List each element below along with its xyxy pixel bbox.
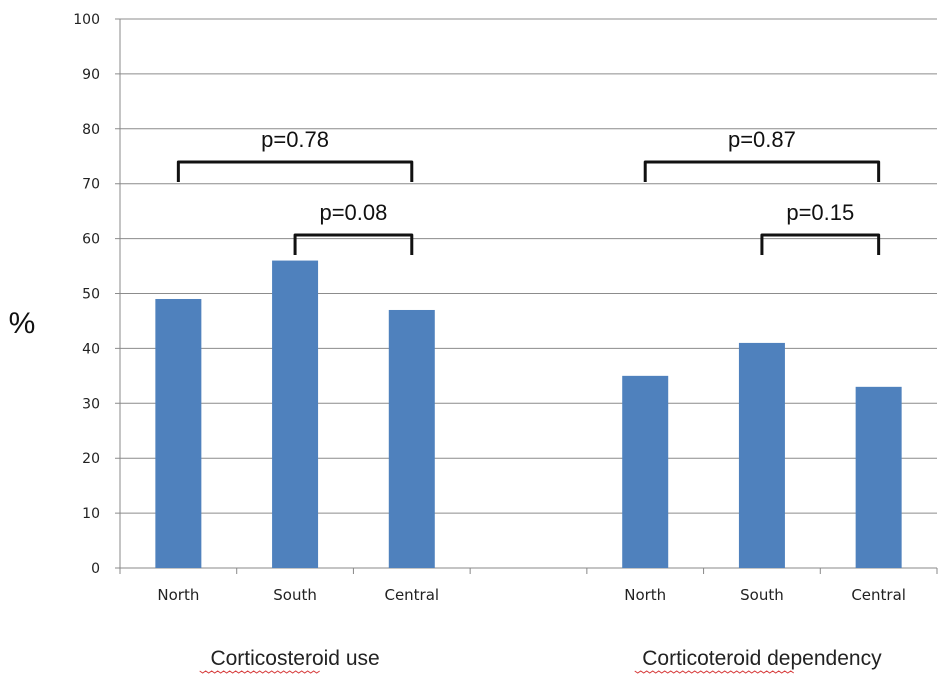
- y-tick-label: 10: [82, 506, 100, 522]
- x-tick-label: South: [740, 586, 784, 604]
- group-label: Corticoteroid dependency: [642, 647, 882, 670]
- significance-bracket: [643, 160, 881, 182]
- x-tick-label: Central: [384, 586, 439, 604]
- p-value-label: p=0.08: [319, 200, 387, 225]
- y-tick-label: 70: [82, 177, 100, 193]
- group-label: Corticosteroid use: [210, 647, 379, 670]
- p-value-label: p=0.78: [261, 127, 329, 152]
- x-tick-label: South: [273, 586, 317, 604]
- spellcheck-underline: [199, 670, 320, 674]
- y-tick-label: 80: [82, 122, 100, 138]
- gridlines: [115, 18, 937, 569]
- bar-north-1: [155, 298, 202, 568]
- y-tick-label: 50: [82, 287, 100, 303]
- y-tick-label: 30: [82, 396, 100, 412]
- bars: [155, 260, 902, 568]
- y-tick-label: 90: [82, 67, 100, 83]
- significance-bracket: [176, 160, 414, 182]
- x-tick-label: North: [624, 586, 666, 604]
- x-tick-label: North: [157, 586, 199, 604]
- y-tick-label: 0: [91, 561, 100, 577]
- p-value-label: p=0.87: [728, 127, 796, 152]
- spellcheck-underline: [634, 670, 795, 674]
- bar-south-1: [272, 260, 319, 568]
- bar-central-2: [855, 386, 902, 568]
- significance-brackets: p=0.78 p=0.08 p=0.87 p=0.15: [176, 127, 881, 255]
- y-axis-label: %: [9, 307, 36, 340]
- bar-central-1: [388, 309, 435, 568]
- significance-bracket: [293, 233, 414, 255]
- bar-south-2: [738, 342, 785, 568]
- y-tick-label: 20: [82, 451, 100, 467]
- x-tick-label: Central: [851, 586, 906, 604]
- x-axis: North South Central Corticosteroid use North…: [119, 568, 938, 674]
- y-tick-label: 60: [82, 232, 100, 248]
- y-tick-label: 40: [82, 341, 100, 357]
- y-axis-ticks: 0 10 20 30 40 50 60 70 80 90 100: [73, 12, 100, 577]
- y-tick-label: 100: [73, 12, 100, 28]
- bar-north-2: [622, 375, 669, 568]
- p-value-label: p=0.15: [786, 200, 854, 225]
- significance-bracket: [760, 233, 881, 255]
